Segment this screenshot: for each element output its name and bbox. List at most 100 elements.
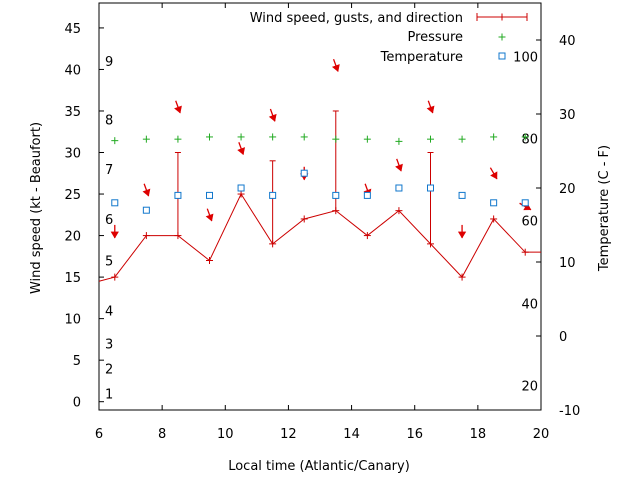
- pressure-point: [300, 133, 308, 141]
- y2-tick-label: 10: [559, 256, 576, 271]
- y2-tick-label: 40: [559, 34, 576, 49]
- wind-direction-arrow: [519, 202, 532, 211]
- axis-frame-layer: 6 8 10 12 14 16 18 20051015202530354045-1001020…: [64, 2, 580, 442]
- wind-speed-point: [206, 256, 213, 264]
- legend-label-temperature: Temperature: [380, 50, 463, 65]
- y-tick-label: 5: [73, 354, 81, 369]
- legend-sample-pressure: [498, 33, 506, 41]
- y-tick-label: 25: [64, 188, 81, 203]
- beaufort-label: 6: [105, 213, 113, 228]
- chart-marks-layer: [98, 58, 541, 282]
- pressure-point: [363, 135, 371, 143]
- beaufort-label: 5: [105, 254, 113, 269]
- beaufort-label: 1: [105, 387, 113, 402]
- pressure-point: [332, 135, 340, 143]
- legend-sample-temperature: [498, 52, 506, 60]
- y2-tick-label: 0: [559, 330, 567, 345]
- y2-tick-label: 20: [559, 182, 576, 197]
- temperature-point: [269, 191, 277, 199]
- fahrenheit-label: 100: [513, 50, 538, 65]
- temperature-point: [363, 191, 371, 199]
- y-tick-label: 0: [73, 396, 81, 411]
- temperature-point: [111, 199, 119, 207]
- legend-label-pressure: Pressure: [407, 30, 463, 45]
- pressure-point: [427, 135, 434, 143]
- plot-frame: [98, 2, 542, 411]
- wind-speed-point: [363, 232, 371, 240]
- wind-speed-point: [521, 248, 529, 256]
- fahrenheit-label: 40: [521, 297, 538, 312]
- y2-tick-label: 30: [559, 108, 576, 123]
- pressure-point: [111, 137, 119, 145]
- fahrenheit-label: 60: [521, 215, 538, 230]
- y-axis-title: Wind speed (kt - Beaufort): [29, 122, 44, 294]
- pressure-point: [206, 133, 213, 141]
- x-axis-title: Local time (Atlantic/Canary): [228, 459, 410, 474]
- y-tick-label: 20: [64, 230, 81, 245]
- temperature-point: [427, 184, 434, 192]
- wind-direction-arrow: [205, 208, 214, 222]
- y-tick-label: 35: [64, 105, 81, 120]
- beaufort-label: 7: [105, 163, 113, 178]
- wind-direction-arrow: [268, 108, 277, 122]
- pressure-point: [490, 133, 498, 141]
- temperature-point: [332, 191, 340, 199]
- wind-speed-point: [142, 232, 150, 240]
- pressure-point: [142, 135, 150, 143]
- wind-speed-point: [300, 215, 308, 223]
- temperature-point: [395, 184, 403, 192]
- beaufort-label: 9: [105, 55, 113, 70]
- wind-direction-arrow: [174, 100, 182, 114]
- temperature-point: [142, 206, 150, 214]
- x-tick-label: 20: [533, 427, 550, 442]
- y-tick-label: 30: [64, 147, 81, 162]
- temperature-point: [300, 169, 308, 177]
- beaufort-label: 8: [105, 113, 113, 128]
- x-tick-label: 8: [158, 427, 166, 442]
- wind-speed-point: [458, 273, 466, 281]
- y-tick-label: 15: [64, 271, 81, 286]
- temperature-point: [521, 199, 529, 207]
- beaufort-label: 3: [105, 338, 113, 353]
- temperature-point: [490, 199, 498, 207]
- wind-speed-point: [332, 207, 340, 215]
- wind-direction-arrow: [457, 224, 467, 239]
- fahrenheit-label: 20: [521, 380, 538, 395]
- wind-direction-arrow: [489, 167, 498, 180]
- x-tick-label: 12: [280, 427, 297, 442]
- wind-speed-point: [490, 215, 498, 223]
- pressure-point: [458, 135, 466, 143]
- x-tick-label: 18: [470, 427, 487, 442]
- beaufort-label: 2: [105, 362, 113, 377]
- pressure-point: [521, 133, 529, 141]
- wind-direction-arrow: [331, 58, 340, 72]
- beaufort-label: 4: [105, 304, 113, 319]
- wind-speed-point: [427, 240, 434, 248]
- temperature-point: [174, 191, 182, 199]
- wind-direction-arrow: [110, 224, 119, 239]
- wind-speed-point: [237, 190, 245, 198]
- wind-direction-arrow: [237, 142, 246, 156]
- wind-direction-arrow: [426, 100, 435, 114]
- legend: Wind speed, gusts, and direction Pressur…: [250, 11, 528, 65]
- pressure-point: [269, 133, 277, 141]
- fahrenheit-label: 80: [521, 132, 538, 147]
- wind-direction-arrow: [395, 158, 403, 172]
- legend-sample-wind-point: [498, 13, 506, 21]
- x-tick-label: 10: [217, 427, 234, 442]
- temperature-point: [237, 184, 245, 192]
- y-tick-label: 40: [64, 63, 81, 78]
- y-tick-label: 10: [64, 313, 81, 328]
- x-tick-label: 14: [343, 427, 360, 442]
- x-tick-label: 16: [406, 427, 423, 442]
- pressure-point: [395, 137, 403, 145]
- legend-label-wind: Wind speed, gusts, and direction: [250, 11, 463, 26]
- wind-speed-point: [174, 232, 182, 240]
- wind-speed-point: [269, 240, 277, 248]
- wind-speed-point: [111, 273, 119, 281]
- y2-tick-label: -10: [559, 404, 580, 419]
- pressure-point: [174, 135, 182, 143]
- wind-direction-arrow: [142, 183, 151, 197]
- wind-speed-line: [98, 193, 541, 282]
- pressure-point: [237, 133, 245, 141]
